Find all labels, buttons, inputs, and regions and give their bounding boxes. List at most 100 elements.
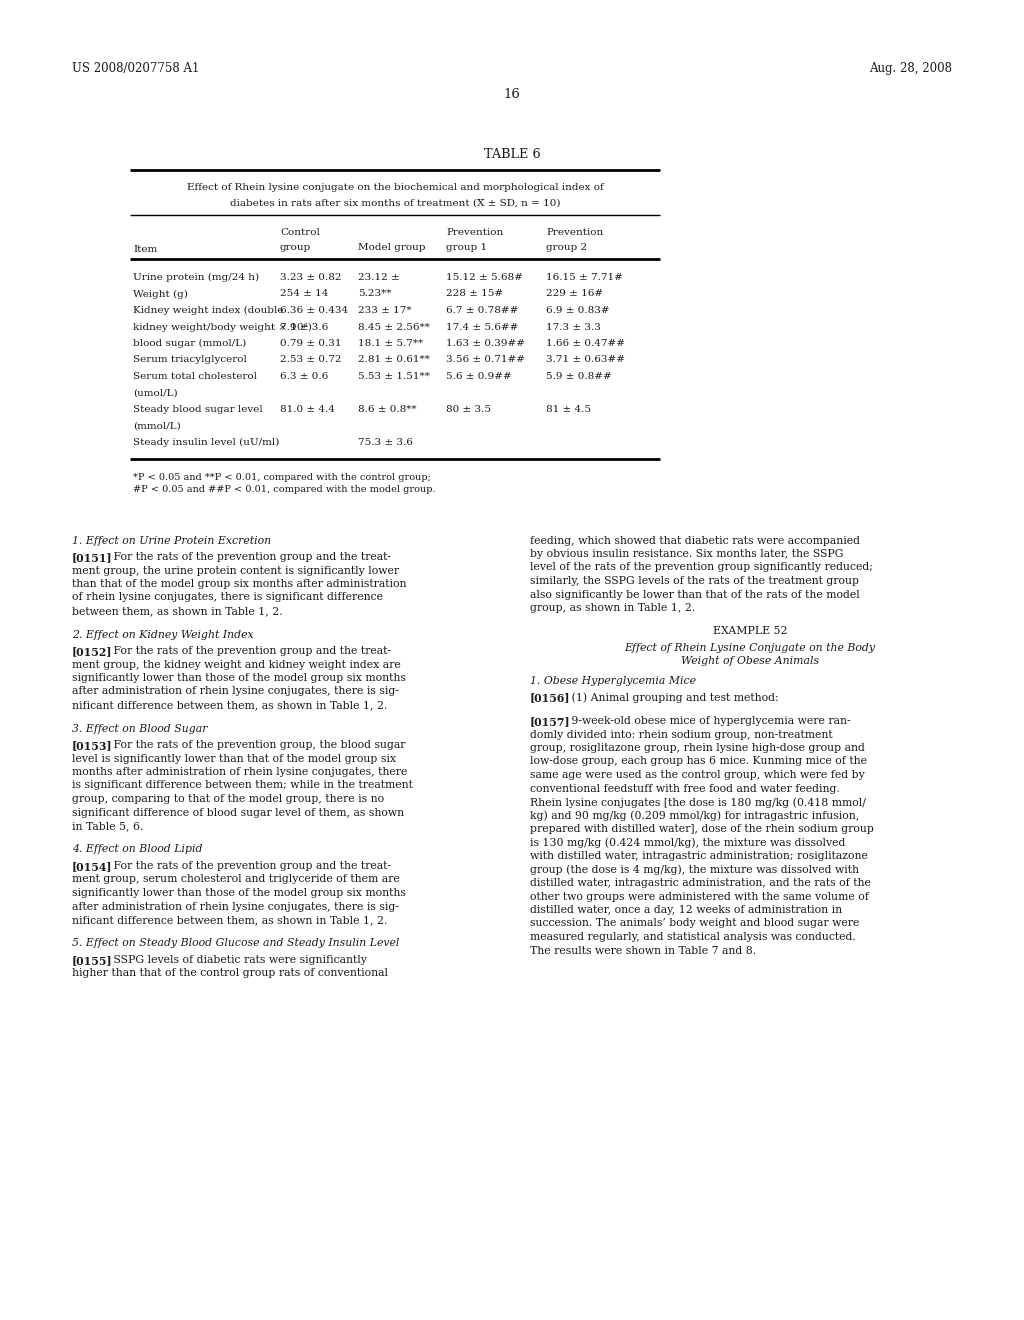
Text: level is significantly lower than that of the model group six: level is significantly lower than that o… <box>72 754 396 763</box>
Text: significantly lower than those of the model group six months: significantly lower than those of the mo… <box>72 888 406 898</box>
Text: Kidney weight index (double: Kidney weight index (double <box>133 306 284 315</box>
Text: 1.63 ± 0.39##: 1.63 ± 0.39## <box>446 339 525 348</box>
Text: 5.9 ± 0.8##: 5.9 ± 0.8## <box>546 372 611 381</box>
Text: 17.3 ± 3.3: 17.3 ± 3.3 <box>546 322 601 331</box>
Text: diabetes in rats after six months of treatment (X̅ ± SD, n = 10): diabetes in rats after six months of tre… <box>229 199 560 209</box>
Text: 75.3 ± 3.6: 75.3 ± 3.6 <box>358 438 413 447</box>
Text: 233 ± 17*: 233 ± 17* <box>358 306 412 315</box>
Text: 3. Effect on Blood Sugar: 3. Effect on Blood Sugar <box>72 723 208 734</box>
Text: feeding, which showed that diabetic rats were accompanied: feeding, which showed that diabetic rats… <box>530 536 860 545</box>
Text: Aug. 28, 2008: Aug. 28, 2008 <box>869 62 952 75</box>
Text: with distilled water, intragastric administration; rosiglitazone: with distilled water, intragastric admin… <box>530 851 868 861</box>
Text: 8.45 ± 2.56**: 8.45 ± 2.56** <box>358 322 430 331</box>
Text: than that of the model group six months after administration: than that of the model group six months … <box>72 579 407 589</box>
Text: [0154]: [0154] <box>72 861 113 873</box>
Text: ment group, the kidney weight and kidney weight index are: ment group, the kidney weight and kidney… <box>72 660 400 669</box>
Text: 229 ± 16#: 229 ± 16# <box>546 289 603 298</box>
Text: [0152]: [0152] <box>72 645 113 657</box>
Text: Model group: Model group <box>358 243 426 252</box>
Text: For the rats of the prevention group and the treat-: For the rats of the prevention group and… <box>102 645 391 656</box>
Text: 1. Effect on Urine Protein Excretion: 1. Effect on Urine Protein Excretion <box>72 536 271 545</box>
Text: same age were used as the control group, which were fed by: same age were used as the control group,… <box>530 770 864 780</box>
Text: SSPG levels of diabetic rats were significantly: SSPG levels of diabetic rats were signif… <box>102 954 367 965</box>
Text: significant difference of blood sugar level of them, as shown: significant difference of blood sugar le… <box>72 808 404 817</box>
Text: 16.15 ± 7.71#: 16.15 ± 7.71# <box>546 273 623 282</box>
Text: 0.79 ± 0.31: 0.79 ± 0.31 <box>280 339 341 348</box>
Text: of rhein lysine conjugates, there is significant difference: of rhein lysine conjugates, there is sig… <box>72 593 383 602</box>
Text: 228 ± 15#: 228 ± 15# <box>446 289 503 298</box>
Text: nificant difference between them, as shown in Table 1, 2.: nificant difference between them, as sho… <box>72 700 387 710</box>
Text: group, rosiglitazone group, rhein lysine high-dose group and: group, rosiglitazone group, rhein lysine… <box>530 743 865 752</box>
Text: 3.71 ± 0.63##: 3.71 ± 0.63## <box>546 355 625 364</box>
Text: 2.81 ± 0.61**: 2.81 ± 0.61** <box>358 355 430 364</box>
Text: measured regularly, and statistical analysis was conducted.: measured regularly, and statistical anal… <box>530 932 856 942</box>
Text: 6.7 ± 0.78##: 6.7 ± 0.78## <box>446 306 518 315</box>
Text: 81 ± 4.5: 81 ± 4.5 <box>546 405 591 414</box>
Text: (umol/L): (umol/L) <box>133 388 177 397</box>
Text: 5.23**: 5.23** <box>358 289 391 298</box>
Text: 1. Obese Hyperglycemia Mice: 1. Obese Hyperglycemia Mice <box>530 676 696 686</box>
Text: conventional feedstuff with free food and water feeding.: conventional feedstuff with free food an… <box>530 784 840 793</box>
Text: blood sugar (mmol/L): blood sugar (mmol/L) <box>133 339 246 348</box>
Text: group 1: group 1 <box>446 243 487 252</box>
Text: 5.6 ± 0.9##: 5.6 ± 0.9## <box>446 372 512 381</box>
Text: 16: 16 <box>504 88 520 102</box>
Text: by obvious insulin resistance. Six months later, the SSPG: by obvious insulin resistance. Six month… <box>530 549 844 558</box>
Text: Steady insulin level (uU/ml): Steady insulin level (uU/ml) <box>133 438 280 447</box>
Text: Steady blood sugar level: Steady blood sugar level <box>133 405 263 414</box>
Text: [0156]: [0156] <box>530 693 570 704</box>
Text: 6.36 ± 0.434: 6.36 ± 0.434 <box>280 306 348 315</box>
Text: Prevention: Prevention <box>446 228 503 238</box>
Text: Weight of Obese Animals: Weight of Obese Animals <box>681 656 819 667</box>
Text: 3.56 ± 0.71##: 3.56 ± 0.71## <box>446 355 525 364</box>
Text: 9-week-old obese mice of hyperglycemia were ran-: 9-week-old obese mice of hyperglycemia w… <box>561 715 851 726</box>
Text: after administration of rhein lysine conjugates, there is sig-: after administration of rhein lysine con… <box>72 686 399 697</box>
Text: For the rats of the prevention group, the blood sugar: For the rats of the prevention group, th… <box>102 741 406 750</box>
Text: 18.1 ± 5.7**: 18.1 ± 5.7** <box>358 339 423 348</box>
Text: distilled water, once a day, 12 weeks of administration in: distilled water, once a day, 12 weeks of… <box>530 906 842 915</box>
Text: Serum triacylglycerol: Serum triacylglycerol <box>133 355 247 364</box>
Text: 23.12 ±: 23.12 ± <box>358 273 399 282</box>
Text: is 130 mg/kg (0.424 mmol/kg), the mixture was dissolved: is 130 mg/kg (0.424 mmol/kg), the mixtur… <box>530 837 846 847</box>
Text: 5. Effect on Steady Blood Glucose and Steady Insulin Level: 5. Effect on Steady Blood Glucose and St… <box>72 939 399 949</box>
Text: 6.3 ± 0.6: 6.3 ± 0.6 <box>280 372 329 381</box>
Text: Effect of Rhein lysine conjugate on the biochemical and morphological index of: Effect of Rhein lysine conjugate on the … <box>186 183 603 191</box>
Text: significantly lower than those of the model group six months: significantly lower than those of the mo… <box>72 673 406 682</box>
Text: 1.66 ± 0.47##: 1.66 ± 0.47## <box>546 339 625 348</box>
Text: The results were shown in Table 7 and 8.: The results were shown in Table 7 and 8. <box>530 945 756 956</box>
Text: is significant difference between them; while in the treatment: is significant difference between them; … <box>72 780 413 791</box>
Text: kidney weight/body weight × 10⁴): kidney weight/body weight × 10⁴) <box>133 322 312 331</box>
Text: between them, as shown in Table 1, 2.: between them, as shown in Table 1, 2. <box>72 606 283 616</box>
Text: after administration of rhein lysine conjugates, there is sig-: after administration of rhein lysine con… <box>72 902 399 912</box>
Text: Rhein lysine conjugates [the dose is 180 mg/kg (0.418 mmol/: Rhein lysine conjugates [the dose is 180… <box>530 797 866 808</box>
Text: 17.4 ± 5.6##: 17.4 ± 5.6## <box>446 322 518 331</box>
Text: nificant difference between them, as shown in Table 1, 2.: nificant difference between them, as sho… <box>72 915 387 925</box>
Text: group, as shown in Table 1, 2.: group, as shown in Table 1, 2. <box>530 603 695 612</box>
Text: other two groups were administered with the same volume of: other two groups were administered with … <box>530 891 869 902</box>
Text: (mmol/L): (mmol/L) <box>133 421 181 430</box>
Text: 80 ± 3.5: 80 ± 3.5 <box>446 405 490 414</box>
Text: US 2008/0207758 A1: US 2008/0207758 A1 <box>72 62 200 75</box>
Text: level of the rats of the prevention group significantly reduced;: level of the rats of the prevention grou… <box>530 562 872 573</box>
Text: 5.53 ± 1.51**: 5.53 ± 1.51** <box>358 372 430 381</box>
Text: 3.23 ± 0.82: 3.23 ± 0.82 <box>280 273 341 282</box>
Text: ment group, the urine protein content is significantly lower: ment group, the urine protein content is… <box>72 565 399 576</box>
Text: in Table 5, 6.: in Table 5, 6. <box>72 821 143 832</box>
Text: *P < 0.05 and **P < 0.01, compared with the control group;: *P < 0.05 and **P < 0.01, compared with … <box>133 473 431 482</box>
Text: 7.9 ± 3.6: 7.9 ± 3.6 <box>280 322 329 331</box>
Text: group (the dose is 4 mg/kg), the mixture was dissolved with: group (the dose is 4 mg/kg), the mixture… <box>530 865 859 875</box>
Text: Urine protein (mg/24 h): Urine protein (mg/24 h) <box>133 273 259 282</box>
Text: also significantly be lower than that of the rats of the model: also significantly be lower than that of… <box>530 590 860 599</box>
Text: distilled water, intragastric administration, and the rats of the: distilled water, intragastric administra… <box>530 878 870 888</box>
Text: group: group <box>280 243 311 252</box>
Text: Item: Item <box>133 246 158 253</box>
Text: succession. The animals’ body weight and blood sugar were: succession. The animals’ body weight and… <box>530 919 859 928</box>
Text: Serum total cholesterol: Serum total cholesterol <box>133 372 257 381</box>
Text: similarly, the SSPG levels of the rats of the treatment group: similarly, the SSPG levels of the rats o… <box>530 576 859 586</box>
Text: For the rats of the prevention group and the treat-: For the rats of the prevention group and… <box>102 552 391 562</box>
Text: 81.0 ± 4.4: 81.0 ± 4.4 <box>280 405 335 414</box>
Text: Weight (g): Weight (g) <box>133 289 187 298</box>
Text: Prevention: Prevention <box>546 228 603 238</box>
Text: 6.9 ± 0.83#: 6.9 ± 0.83# <box>546 306 609 315</box>
Text: group, comparing to that of the model group, there is no: group, comparing to that of the model gr… <box>72 795 384 804</box>
